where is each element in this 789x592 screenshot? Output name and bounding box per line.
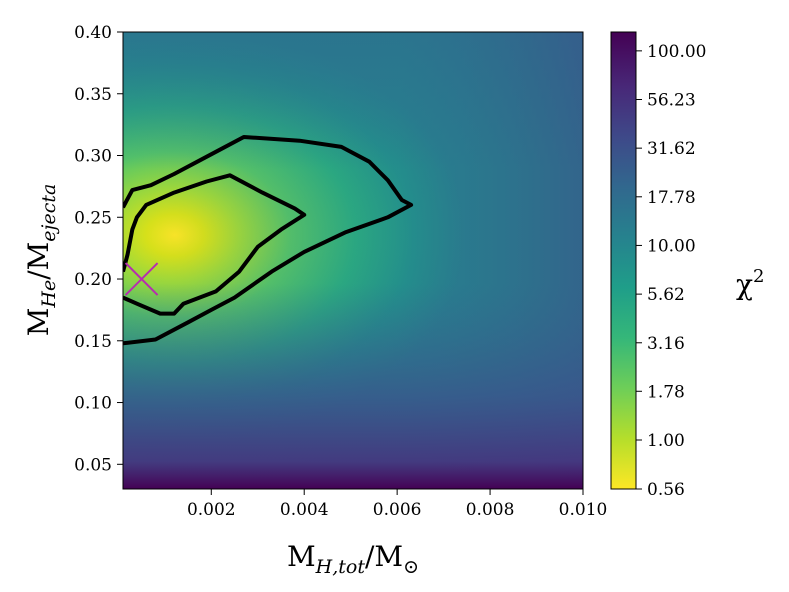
y-axis-ticks: 0.05 0.10 0.15 0.20 0.25 0.30 0.35 0.40 [74,23,123,475]
colorbar-tick-label: 56.23 [647,91,696,111]
y-tick-label: 0.35 [74,85,112,105]
contour-layer [123,135,414,346]
minimum-marker [124,262,159,296]
heatmap-field [123,32,583,489]
y-tick-label: 0.25 [74,208,112,228]
contour-inner [123,173,307,316]
colorbar-tick-label: 17.78 [647,188,696,208]
colorbar-ticks: 0.56 1.00 1.78 3.16 5.62 10.00 17.78 31.62 56.23… [636,42,706,500]
x-tick-label: 0.010 [559,500,608,520]
x-tick-label: 0.004 [280,500,329,520]
colorbar-tick-label: 1.78 [647,382,685,402]
colorbar-tick-label: 31.62 [647,139,696,159]
x-tick-label: 0.006 [373,500,422,520]
contour-outer [123,135,414,346]
y-tick-label: 0.20 [74,270,112,290]
plot-frame [122,31,584,490]
y-tick-label: 0.30 [74,147,112,167]
x-tick-label: 0.002 [187,500,236,520]
colorbar-label: χ2 [736,266,764,301]
colorbar-tick-label: 5.62 [647,285,685,305]
y-tick-label: 0.05 [74,455,112,475]
x-axis-ticks: 0.002 0.004 0.006 0.008 0.010 [187,489,607,520]
colorbar-tick-label: 0.56 [647,480,685,500]
y-tick-label: 0.10 [74,394,112,414]
y-axis-label: MHe/Mejecta [22,184,60,337]
x-axis-label: MH,tot/M⊙ [287,540,419,578]
colorbar-tick-label: 3.16 [647,334,685,354]
y-tick-label: 0.15 [74,332,112,352]
colorbar-tick-label: 10.00 [647,236,696,256]
colorbar-tick-label: 100.00 [647,42,706,62]
colorbar-tick-label: 1.00 [647,431,685,451]
x-tick-label: 0.008 [466,500,515,520]
colorbar-frame [610,31,637,490]
y-tick-label: 0.40 [74,23,112,43]
marker-stroke [124,262,159,296]
colorbar [611,32,636,489]
